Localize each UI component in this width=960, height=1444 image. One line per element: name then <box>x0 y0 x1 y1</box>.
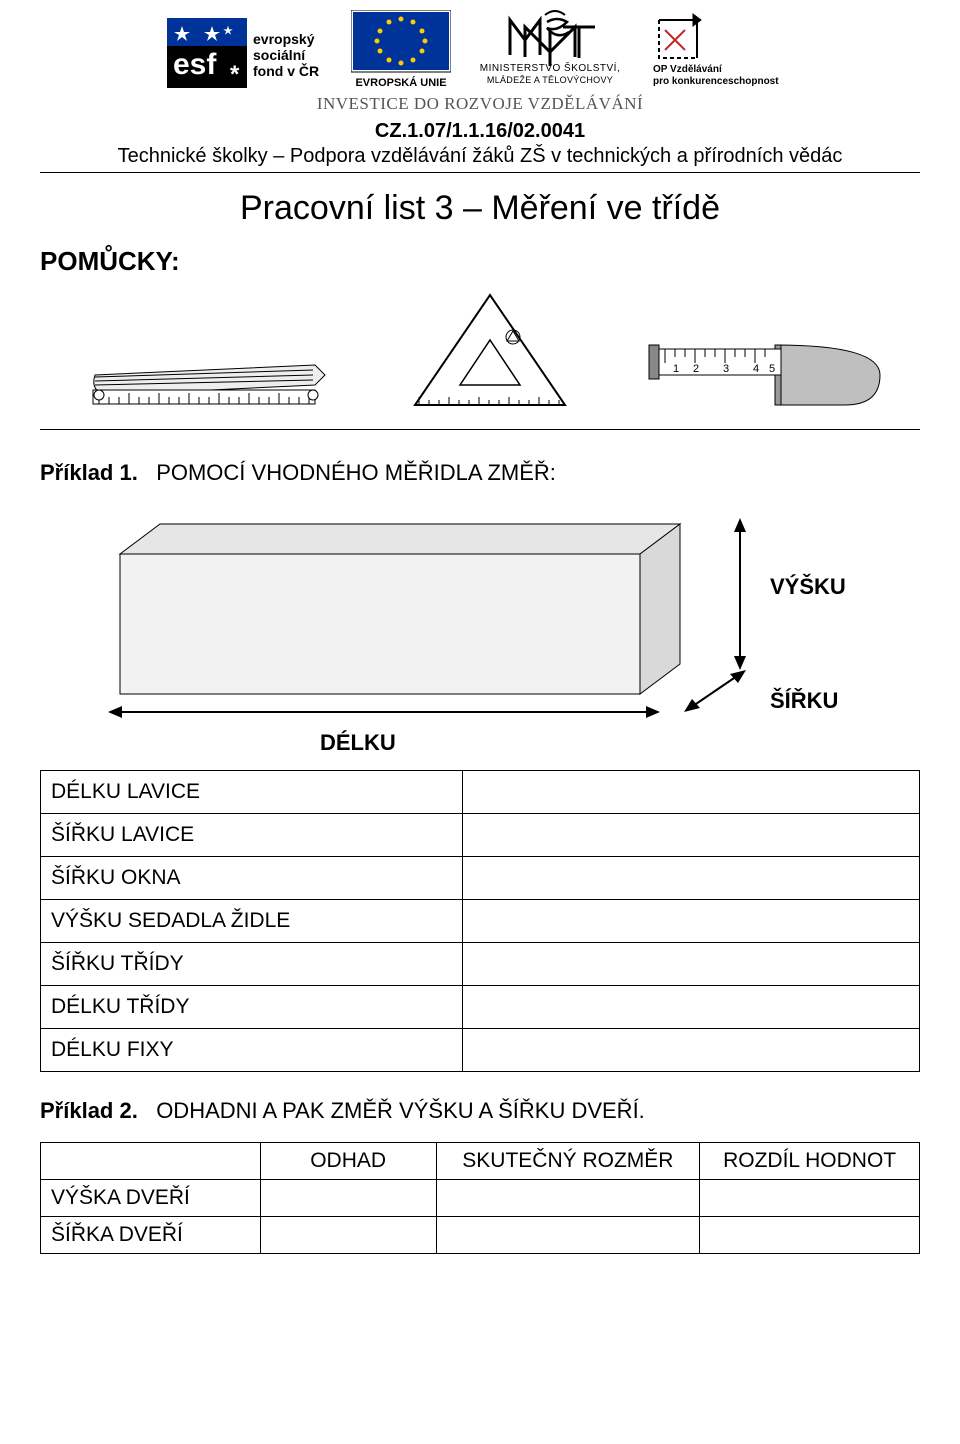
ex1-heading: Příklad 1. POMOCÍ VHODNÉHO MĚŘIDLA ZMĚŘ: <box>40 460 920 486</box>
ex1-row-label: DÉLKU TŘÍDY <box>41 986 463 1029</box>
table-row: ŠÍŘKU TŘÍDY <box>41 943 920 986</box>
ex1-row-value[interactable] <box>462 857 919 900</box>
setsquare-icon <box>405 285 575 415</box>
ex1-row-value[interactable] <box>462 986 919 1029</box>
svg-text:2: 2 <box>693 363 699 375</box>
table-row: ŠÍŘKA DVEŘÍ <box>41 1217 920 1254</box>
ex2-prefix: Příklad 2. <box>40 1098 138 1123</box>
ex1-row-value[interactable] <box>462 943 919 986</box>
ex2-col-header: ODHAD <box>260 1143 436 1180</box>
ex1-row-label: ŠÍŘKU OKNA <box>41 857 463 900</box>
ex2-cell[interactable] <box>700 1217 920 1254</box>
table-row: DÉLKU FIXY <box>41 1029 920 1072</box>
ex1-row-label: ŠÍŘKU TŘÍDY <box>41 943 463 986</box>
ex1-prefix: Příklad 1. <box>40 460 138 485</box>
ex2-cell[interactable] <box>260 1180 436 1217</box>
svg-text:1: 1 <box>673 363 679 375</box>
ex2-col-header: SKUTEČNÝ ROZMĚR <box>436 1143 700 1180</box>
ex1-row-label: VÝŠKU SEDADLA ŽIDLE <box>41 900 463 943</box>
esf-logo: esf * evropský sociální fond v ČR <box>167 18 337 88</box>
ex2-cell[interactable] <box>700 1180 920 1217</box>
svg-text:esf: esf <box>173 48 217 81</box>
svg-text:pro konkurenceschopnost: pro konkurenceschopnost <box>653 76 779 87</box>
ministry-logo: MINISTERSTVO ŠKOLSTVÍ, MLÁDEŽE A TĚLOVÝC… <box>465 10 635 88</box>
ex2-cell[interactable] <box>260 1217 436 1254</box>
ex2-col-header: ROZDÍL HODNOT <box>700 1143 920 1180</box>
svg-text:5: 5 <box>769 363 775 375</box>
tools-illustrations: 1 2 3 4 5 <box>40 285 920 415</box>
table-row: DÉLKU TŘÍDY <box>41 986 920 1029</box>
table-row: ŠÍŘKU OKNA <box>41 857 920 900</box>
eu-logo: EVROPSKÁ UNIE <box>351 10 451 88</box>
ex2-row-label: ŠÍŘKA DVEŘÍ <box>41 1217 261 1254</box>
table-row: VÝŠKU SEDADLA ŽIDLE <box>41 900 920 943</box>
table-row: DÉLKU LAVICE <box>41 771 920 814</box>
ex2-heading: Příklad 2. ODHADNI A PAK ZMĚŘ VÝŠKU A ŠÍ… <box>40 1098 920 1124</box>
ex1-row-label: DÉLKU FIXY <box>41 1029 463 1072</box>
svg-text:EVROPSKÁ UNIE: EVROPSKÁ UNIE <box>355 76 446 88</box>
ex1-text: POMOCÍ VHODNÉHO MĚŘIDLA ZMĚŘ: <box>156 460 556 485</box>
page-title: Pracovní list 3 – Měření ve třídě <box>40 189 920 228</box>
ex1-row-value[interactable] <box>462 1029 919 1072</box>
label-height: VÝŠKU <box>770 574 846 600</box>
box-figure: VÝŠKU ŠÍŘKU DÉLKU <box>40 504 920 764</box>
ex1-row-value[interactable] <box>462 900 919 943</box>
op-logo: OP Vzdělávání pro konkurenceschopnost <box>649 10 794 88</box>
ex1-row-value[interactable] <box>462 814 919 857</box>
svg-text:sociální: sociální <box>253 47 306 63</box>
table-row: ODHAD SKUTEČNÝ ROZMĚR ROZDÍL HODNOT <box>41 1143 920 1180</box>
svg-text:MINISTERSTVO ŠKOLSTVÍ,: MINISTERSTVO ŠKOLSTVÍ, <box>479 61 619 74</box>
svg-text:3: 3 <box>723 363 729 375</box>
header-separator <box>40 172 920 173</box>
label-length: DÉLKU <box>320 730 396 756</box>
ex1-row-value[interactable] <box>462 771 919 814</box>
table-row: ŠÍŘKU LAVICE <box>41 814 920 857</box>
tapemeasure-icon: 1 2 3 4 5 <box>645 325 885 415</box>
svg-text:fond v ČR: fond v ČR <box>253 62 319 79</box>
ex1-table: DÉLKU LAVICE ŠÍŘKU LAVICE ŠÍŘKU OKNA VÝŠ… <box>40 770 920 1072</box>
svg-text:MLÁDEŽE A TĚLOVÝCHOVY: MLÁDEŽE A TĚLOVÝCHOVY <box>486 75 612 85</box>
ex2-cell[interactable] <box>436 1180 700 1217</box>
invest-tagline: INVESTICE DO ROZVOJE VZDĚLÁVÁNÍ <box>40 94 920 114</box>
project-code: CZ.1.07/1.1.16/02.0041 <box>40 120 920 143</box>
ruler-icon <box>75 335 335 415</box>
svg-text:4: 4 <box>753 363 759 375</box>
ex1-row-label: DÉLKU LAVICE <box>41 771 463 814</box>
tools-label: POMŮCKY: <box>40 246 920 277</box>
svg-text:evropský: evropský <box>253 31 315 47</box>
ex2-text: ODHADNI A PAK ZMĚŘ VÝŠKU A ŠÍŘKU DVEŘÍ. <box>156 1098 645 1123</box>
section-separator <box>40 429 920 430</box>
table-row: VÝŠKA DVEŘÍ <box>41 1180 920 1217</box>
project-title: Technické školky – Podpora vzdělávání žá… <box>40 145 920 168</box>
svg-text:OP Vzdělávání: OP Vzdělávání <box>653 64 723 75</box>
ex2-row-label: VÝŠKA DVEŘÍ <box>41 1180 261 1217</box>
ex2-cell[interactable] <box>436 1217 700 1254</box>
ex2-table: ODHAD SKUTEČNÝ ROZMĚR ROZDÍL HODNOT VÝŠK… <box>40 1142 920 1254</box>
header-logos: esf * evropský sociální fond v ČR EVROPS… <box>40 10 920 88</box>
ex1-row-label: ŠÍŘKU LAVICE <box>41 814 463 857</box>
label-width: ŠÍŘKU <box>770 688 838 714</box>
